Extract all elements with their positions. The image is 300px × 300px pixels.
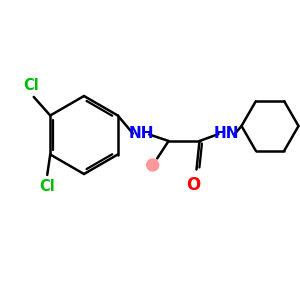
Text: HN: HN: [214, 126, 239, 141]
Circle shape: [147, 159, 159, 171]
Text: NH: NH: [128, 126, 154, 141]
Text: Cl: Cl: [23, 78, 39, 93]
Text: Cl: Cl: [39, 179, 55, 194]
Text: O: O: [186, 176, 201, 194]
